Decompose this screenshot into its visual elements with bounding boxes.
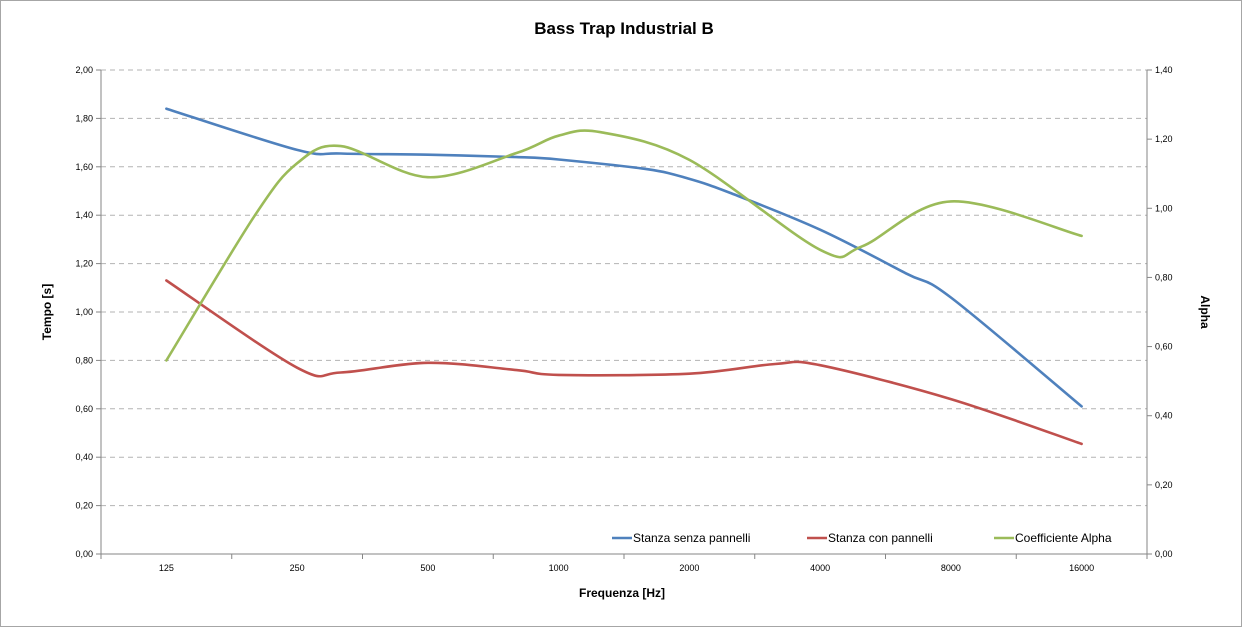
axes: 0,00 0,20 0,40 0,60 0,80 1,00 1,20 1,40 1,60 1,80…: [75, 65, 1172, 573]
x-tick-label: 16000: [1069, 563, 1094, 573]
y-tick-label: 0,00: [75, 549, 93, 559]
legend-label: Stanza con pannelli: [828, 531, 933, 545]
legend-label: Coefficiente Alpha: [1015, 531, 1112, 545]
y2-tick-label: 1,00: [1155, 203, 1173, 213]
y-tick-label: 1,20: [75, 259, 93, 269]
y2-tick-label: 0,40: [1155, 411, 1173, 421]
x-tick-label: 2000: [679, 563, 699, 573]
x-tick-label: 500: [420, 563, 435, 573]
y2-tick-label: 1,20: [1155, 134, 1173, 144]
y2-tick-label: 0,20: [1155, 480, 1173, 490]
series-line-stanza-con-pannelli: [165, 279, 1083, 446]
x-tick-label: 250: [290, 563, 305, 573]
y-tick-label: 1,60: [75, 162, 93, 172]
series-line-coefficiente-alpha: [165, 129, 1083, 362]
y-tick-label: 2,00: [75, 65, 93, 75]
y-axis-title: Tempo [s]: [40, 284, 54, 340]
x-tick-label: 4000: [810, 563, 830, 573]
y-tick-label: 0,60: [75, 404, 93, 414]
y-tick-label: 1,00: [75, 307, 93, 317]
chart-title: Bass Trap Industrial B: [534, 19, 714, 38]
data-series: [165, 107, 1083, 446]
y2-tick-label: 0,80: [1155, 272, 1173, 282]
x-axis-title: Frequenza [Hz]: [579, 586, 665, 600]
y-tick-label: 0,40: [75, 452, 93, 462]
x-tick-label: 125: [159, 563, 174, 573]
y2-tick-label: 1,40: [1155, 65, 1173, 75]
legend: Stanza senza pannelli Stanza con pannelli…: [612, 531, 1112, 545]
series-line-stanza-senza-pannelli: [165, 107, 1083, 408]
y2-axis-title: Alpha: [1198, 295, 1212, 329]
legend-label: Stanza senza pannelli: [633, 531, 750, 545]
x-tick-label: 8000: [941, 563, 961, 573]
y-tick-label: 0,20: [75, 501, 93, 511]
y-tick-label: 0,80: [75, 355, 93, 365]
y-tick-label: 1,40: [75, 210, 93, 220]
y2-tick-label: 0,00: [1155, 549, 1173, 559]
y2-tick-label: 0,60: [1155, 342, 1173, 352]
y-tick-label: 1,80: [75, 113, 93, 123]
x-tick-label: 1000: [549, 563, 569, 573]
